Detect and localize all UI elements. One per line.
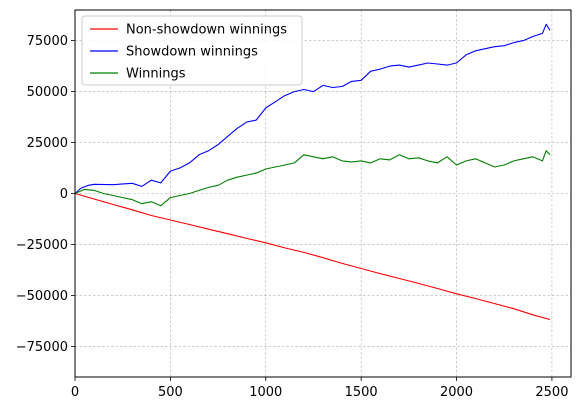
y-tick-label: 50000 bbox=[27, 85, 68, 100]
series-lines bbox=[74, 23, 551, 321]
non-showdown-winnings-line bbox=[74, 192, 551, 321]
y-tick-label: 0 bbox=[60, 187, 68, 202]
y-tick-label: −75000 bbox=[16, 340, 68, 355]
x-tick-label: 500 bbox=[158, 385, 183, 400]
x-tick-label: 2500 bbox=[535, 385, 568, 400]
x-tick-label: 1000 bbox=[249, 385, 282, 400]
x-tick-label: 2000 bbox=[440, 385, 473, 400]
y-tick-label: −25000 bbox=[16, 238, 68, 253]
legend-box bbox=[81, 15, 303, 86]
showdown-winnings-line bbox=[74, 23, 551, 194]
y-tick-label: 75000 bbox=[27, 34, 68, 49]
winnings-line bbox=[74, 150, 551, 207]
x-tick-label: 1500 bbox=[345, 385, 378, 400]
x-tick-label: 0 bbox=[71, 385, 79, 400]
y-tick-label: −50000 bbox=[16, 289, 68, 304]
non-showdown-winnings-legend-label: Non-showdown winnings bbox=[126, 23, 287, 38]
axis-ticks: 0 500 1000 1500 2000 2500 −75000 −50000 −25000 0 2… bbox=[16, 34, 569, 400]
winnings-legend-label: Winnings bbox=[126, 67, 186, 82]
y-tick-label: 25000 bbox=[27, 136, 68, 151]
showdown-winnings-legend-label: Showdown winnings bbox=[126, 45, 258, 60]
legend: Non-showdown winnings Showdown winnings Wi… bbox=[81, 15, 303, 86]
